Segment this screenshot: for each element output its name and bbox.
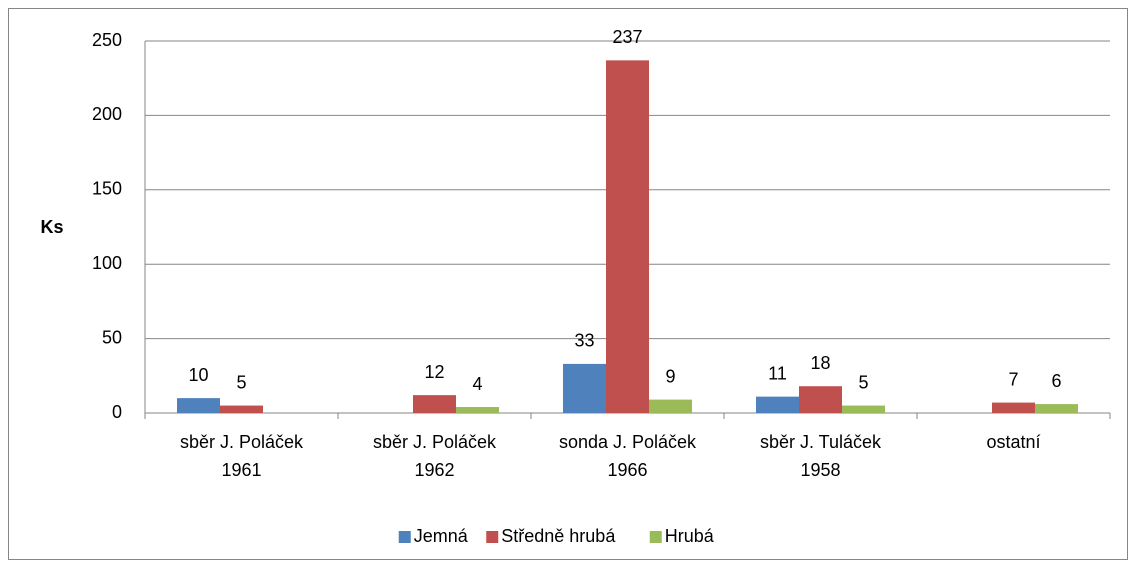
data-label: 10: [188, 365, 208, 385]
chart-border: [8, 8, 1128, 560]
data-label: 9: [665, 366, 675, 386]
bar: [992, 402, 1035, 413]
bar: [177, 398, 220, 413]
legend-swatch: [649, 531, 662, 543]
x-tick-label: ostatní: [986, 432, 1040, 452]
legend-swatch: [398, 531, 411, 543]
data-label: 237: [612, 27, 642, 47]
legend-label: Středně hrubá: [501, 526, 616, 546]
bar: [842, 405, 885, 413]
x-tick-label: sběr J. Tuláček 1958: [760, 432, 882, 480]
bar: [756, 396, 799, 413]
legend-label: Jemná: [414, 526, 469, 546]
data-label: 5: [858, 372, 868, 392]
data-label: 6: [1051, 371, 1061, 391]
y-tick-label: 100: [92, 253, 122, 273]
x-tick-label: sběr J. Poláček 1962: [373, 432, 497, 480]
data-label: 5: [236, 372, 246, 392]
y-tick-label: 0: [112, 402, 122, 422]
bar: [413, 395, 456, 413]
bar: [456, 407, 499, 413]
bar: [563, 363, 606, 413]
data-label: 33: [574, 331, 594, 351]
bar: [649, 399, 692, 413]
legend-label: Hrubá: [665, 526, 715, 546]
bar: [220, 405, 263, 413]
y-tick-label: 150: [92, 179, 122, 199]
x-tick-label: sonda J. Poláček 1966: [559, 432, 697, 480]
x-tick-label: sběr J. Poláček 1961: [180, 432, 304, 480]
y-tick-label: 50: [102, 327, 122, 347]
data-label: 11: [768, 363, 787, 383]
data-label: 18: [810, 353, 830, 373]
data-label: 7: [1008, 369, 1018, 389]
data-label: 4: [472, 374, 482, 394]
bar: [1035, 404, 1078, 413]
data-label: 12: [424, 362, 444, 382]
y-tick-label: 250: [92, 30, 122, 50]
legend-swatch: [486, 531, 499, 543]
y-tick-label: 200: [92, 104, 122, 124]
y-axis-label: Ks: [40, 217, 63, 237]
bar: [606, 60, 649, 414]
bar: [799, 386, 842, 413]
